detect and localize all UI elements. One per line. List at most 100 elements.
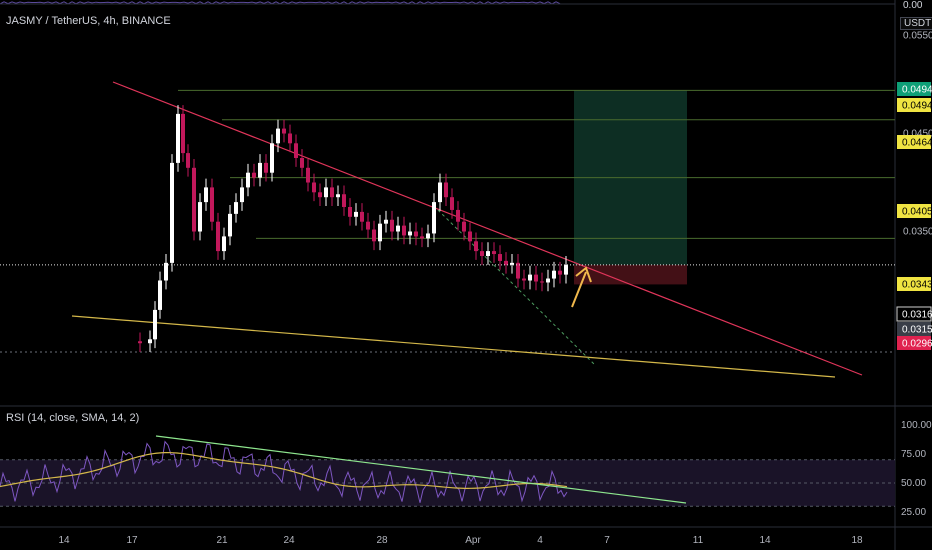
candle: [558, 270, 562, 275]
time-tick-label: 7: [604, 535, 610, 546]
candle: [170, 162, 174, 263]
price-tick-label: 0.0450: [903, 129, 932, 140]
candle: [138, 341, 142, 344]
candle: [324, 187, 328, 198]
price-tag-label: 0.0464: [902, 138, 932, 149]
candle: [164, 262, 168, 281]
price-tag-label: 0.0343: [902, 280, 932, 291]
candle: [288, 133, 292, 144]
rsi-sma-line: [0, 452, 568, 489]
candle: [246, 172, 250, 188]
candle: [210, 187, 214, 222]
rsi-line: [0, 440, 568, 503]
rsi-tick-label: 25.00: [901, 507, 926, 518]
price-tag-label: 0.0296: [902, 339, 932, 350]
time-tick-label: 4: [537, 535, 543, 546]
horizontal-levels[interactable]: [0, 89, 895, 353]
arrow-shaft: [571, 271, 587, 308]
time-axis-ticks: 14 17 21 24 28 Apr 4 7 11 14 18: [58, 535, 863, 546]
time-tick-label: 11: [693, 535, 704, 546]
projection-arrow-icon[interactable]: [571, 266, 592, 308]
time-tick-label: 18: [851, 535, 863, 546]
price-tag-label: 0.0315: [902, 325, 932, 336]
candle: [534, 274, 538, 282]
candle: [330, 187, 334, 198]
candle: [564, 264, 568, 275]
candle: [396, 225, 400, 232]
candle: [342, 194, 346, 207]
candle: [486, 251, 490, 256]
time-tick-label: 28: [376, 535, 388, 546]
price-tag-label: 0.0316: [902, 310, 932, 321]
top-strip-value: 0.00: [903, 0, 923, 11]
candle: [158, 280, 162, 310]
price-tag-label: 0.0494: [902, 101, 932, 112]
candle: [414, 231, 418, 237]
candle: [282, 128, 286, 134]
price-tag: [897, 322, 931, 336]
candle: [468, 231, 472, 242]
candle: [552, 270, 556, 279]
candle: [216, 221, 220, 252]
candle: [318, 192, 322, 198]
candle: [522, 278, 526, 281]
candle: [378, 223, 382, 242]
candle: [528, 274, 532, 281]
candle: [222, 236, 226, 252]
stop-zone[interactable]: [574, 264, 687, 285]
candle: [300, 158, 304, 168]
candle: [456, 209, 460, 222]
candle: [312, 182, 316, 193]
price-tag: [897, 98, 931, 112]
time-tick-label: 17: [126, 535, 138, 546]
candle: [186, 153, 190, 168]
candle: [474, 241, 478, 252]
candle: [198, 202, 202, 232]
candle: [444, 182, 448, 198]
price-axis-tags: 0.0494 0.0494 0.0464 0.0405 0.0343 0.0316 0.03…: [896, 82, 932, 350]
rsi-series: [0, 435, 687, 504]
candle: [462, 221, 466, 232]
rsi-band-lines: [0, 459, 895, 507]
candle: [408, 231, 412, 236]
candle: [432, 202, 436, 234]
time-tick-label: 24: [283, 535, 295, 546]
candle: [420, 236, 424, 239]
price-tick-label: 0.0550: [903, 31, 932, 42]
price-tag: [897, 82, 931, 96]
candle: [336, 194, 340, 198]
candle: [450, 197, 454, 210]
rsi-axis-ticks: 100.00 75.00 50.00 25.00: [901, 420, 932, 518]
symbol-title[interactable]: JASMY / TetherUS, 4h, BINANCE: [6, 15, 171, 27]
rsi-tick-label: 50.00: [901, 478, 926, 489]
candle: [306, 167, 310, 183]
rsi-trendline: [155, 435, 687, 504]
candle: [516, 262, 520, 279]
rsi-legend[interactable]: RSI (14, close, SMA, 14, 2): [6, 412, 140, 424]
arrow-head: [575, 266, 592, 283]
time-tick-label: 21: [216, 535, 228, 546]
rsi-tick-label: 100.00: [901, 420, 932, 431]
price-tag: [897, 277, 931, 291]
candle: [264, 162, 268, 173]
candle: [276, 128, 280, 144]
rsi-tick-label: 75.00: [901, 449, 926, 460]
price-tag: [897, 336, 931, 350]
candle: [438, 182, 442, 203]
candle: [148, 339, 152, 344]
price-tag: [897, 204, 931, 218]
candle: [234, 202, 238, 214]
candle: [252, 172, 256, 178]
candle: [153, 309, 157, 340]
candle: [492, 251, 496, 255]
time-tick-label: 14: [58, 535, 70, 546]
candle: [348, 207, 352, 217]
candle: [354, 211, 358, 217]
candle: [240, 187, 244, 203]
candle: [384, 219, 388, 224]
candle: [366, 221, 370, 230]
candle: [181, 113, 185, 154]
price-tag: [897, 135, 931, 149]
currency-unit-badge[interactable]: USDT: [900, 17, 932, 30]
